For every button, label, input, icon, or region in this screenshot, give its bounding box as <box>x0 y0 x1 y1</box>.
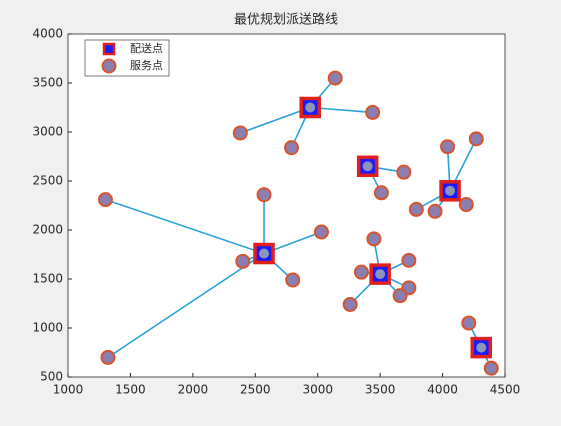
service-point <box>461 315 477 331</box>
x-tick-label: 3000 <box>302 383 333 397</box>
service-point <box>232 125 248 141</box>
service-point <box>327 70 343 86</box>
service-point <box>427 203 443 219</box>
depot-center <box>445 185 456 196</box>
y-tick-label: 4000 <box>32 27 63 41</box>
service-point <box>396 164 412 180</box>
service-point <box>285 272 301 288</box>
x-tick-label: 4500 <box>490 383 521 397</box>
service-point <box>353 264 369 280</box>
depot-center <box>476 342 487 353</box>
y-tick-label: 1000 <box>32 321 63 335</box>
service-point <box>440 139 456 155</box>
service-point <box>458 197 474 213</box>
service-point <box>342 296 358 312</box>
y-tick-label: 3000 <box>32 125 63 139</box>
depot-center <box>375 269 386 280</box>
service-point <box>235 253 251 269</box>
service-point <box>373 185 389 201</box>
y-tick-label: 1500 <box>32 272 63 286</box>
y-tick-label: 2000 <box>32 223 63 237</box>
x-tick-label: 2500 <box>240 383 271 397</box>
service-point <box>408 201 424 217</box>
depot-center <box>259 248 270 259</box>
service-point <box>365 104 381 120</box>
service-point <box>97 192 113 208</box>
route-line <box>107 252 265 359</box>
route-line <box>240 106 311 134</box>
legend-marker <box>102 42 116 56</box>
legend-marker <box>101 58 117 74</box>
chart-title: 最优规划派送路线 <box>234 12 338 28</box>
service-point <box>392 288 408 304</box>
x-tick-label: 1000 <box>53 383 84 397</box>
depot-center <box>305 102 316 113</box>
legend-label: 配送点 <box>130 41 163 55</box>
service-point <box>366 231 382 247</box>
service-point <box>100 349 116 365</box>
depot-center <box>362 161 373 172</box>
x-tick-label: 4000 <box>427 383 458 397</box>
y-tick-label: 500 <box>40 370 63 384</box>
y-tick-label: 3500 <box>32 76 63 90</box>
route-line <box>105 198 265 255</box>
service-point <box>483 360 499 376</box>
service-point <box>283 140 299 156</box>
x-tick-label: 3500 <box>365 383 396 397</box>
legend-label: 服务点 <box>130 59 163 72</box>
x-tick-label: 1500 <box>115 383 146 397</box>
service-point <box>468 131 484 147</box>
legend-box <box>84 39 170 77</box>
x-tick-label: 2000 <box>178 383 209 397</box>
y-tick-label: 2500 <box>32 174 63 188</box>
service-point <box>256 187 272 203</box>
service-point <box>401 252 417 268</box>
service-point <box>313 224 329 240</box>
